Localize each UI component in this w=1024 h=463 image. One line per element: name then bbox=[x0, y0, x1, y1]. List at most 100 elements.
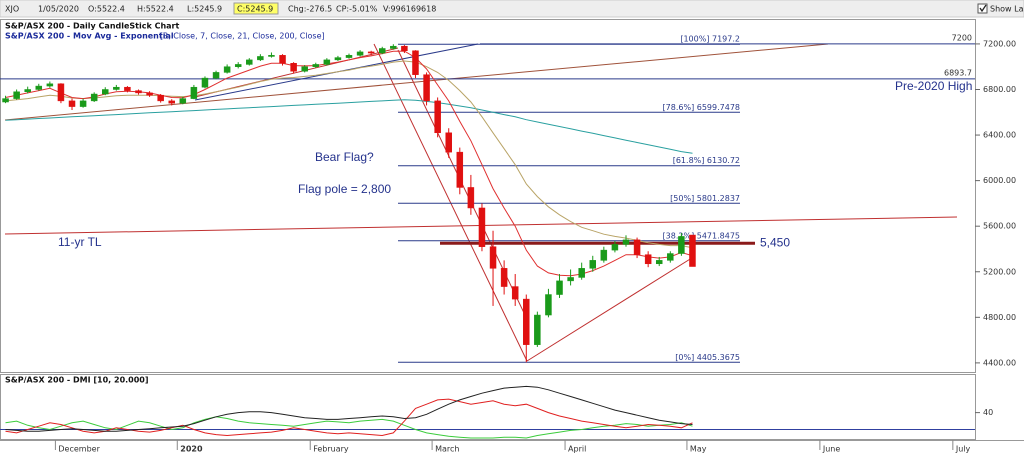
candle-body bbox=[268, 55, 275, 57]
y-tick-label: 7200.00 bbox=[983, 39, 1016, 48]
ma-params: [3, Close, 7, Close, 21, Close, 200, Clo… bbox=[160, 32, 325, 41]
candle-body bbox=[534, 314, 541, 345]
candle-body bbox=[57, 83, 65, 102]
date: 1/05/2020 bbox=[38, 5, 79, 14]
candle-body bbox=[367, 51, 375, 54]
annotation: Bear Flag? bbox=[315, 150, 374, 164]
y-tick-label: 6000.00 bbox=[983, 176, 1016, 185]
x-tick-label: February bbox=[313, 445, 349, 454]
annotation: Flag pole = 2,800 bbox=[298, 182, 391, 196]
price-line-label: 6893.7 bbox=[944, 68, 972, 77]
candle-body bbox=[290, 63, 297, 72]
candle-body bbox=[168, 100, 175, 104]
candle-body bbox=[201, 77, 209, 88]
candle-body bbox=[511, 286, 519, 300]
candle-body bbox=[279, 55, 286, 64]
low: L:5245.9 bbox=[187, 5, 222, 14]
volume: V:996169618 bbox=[383, 5, 436, 14]
fib-label: [100%] 7197.2 bbox=[680, 35, 740, 44]
candle-body bbox=[401, 45, 408, 52]
candle-body bbox=[46, 83, 54, 87]
candle-body bbox=[179, 98, 187, 104]
candle-body bbox=[423, 74, 430, 102]
candle-body bbox=[678, 236, 685, 254]
candle-body bbox=[633, 239, 641, 255]
candle-body bbox=[35, 85, 43, 90]
candle-body bbox=[113, 86, 120, 90]
y-tick-label: 6800.00 bbox=[983, 85, 1016, 94]
y-tick-label: 5200.00 bbox=[983, 267, 1016, 276]
candle-body bbox=[500, 268, 508, 287]
candle-body bbox=[257, 56, 264, 61]
x-tick-label: May bbox=[690, 445, 707, 454]
candle-body bbox=[102, 89, 109, 95]
candle-body bbox=[456, 151, 464, 188]
candle-body bbox=[2, 98, 9, 103]
y-tick-label: 6400.00 bbox=[983, 131, 1016, 140]
x-tick-label: December bbox=[58, 445, 100, 454]
candle-body bbox=[600, 249, 608, 261]
x-tick-label: July bbox=[955, 445, 971, 454]
candle-body bbox=[589, 260, 597, 269]
candle-body bbox=[90, 93, 98, 102]
trendline bbox=[373, 43, 528, 362]
checkmark bbox=[979, 4, 987, 13]
indicator-line bbox=[5, 385, 693, 432]
x-tick-label: June bbox=[822, 445, 841, 454]
annotation: Pre-2020 High bbox=[895, 79, 972, 93]
candle-body bbox=[146, 92, 153, 96]
candle-body bbox=[190, 86, 198, 99]
candle-body bbox=[212, 72, 220, 79]
candle-body bbox=[246, 59, 253, 65]
candle-body bbox=[312, 64, 320, 67]
show-last-checkbox[interactable] bbox=[977, 3, 988, 14]
change: Chg:-276.5 bbox=[288, 5, 332, 14]
candle-body bbox=[13, 91, 20, 99]
indicator-line bbox=[5, 60, 693, 249]
candle-body bbox=[24, 89, 31, 93]
candle-body bbox=[445, 132, 452, 153]
show-last-label[interactable]: Show Last bbox=[990, 5, 1024, 14]
candle-body bbox=[223, 66, 231, 73]
key-level-label: 5,450 bbox=[760, 235, 790, 249]
candle-body bbox=[124, 86, 131, 91]
price-line-label: 7200 bbox=[952, 33, 972, 42]
x-tick-label: 2020 bbox=[180, 445, 203, 454]
trendline bbox=[526, 255, 696, 362]
y-tick-label: 4400.00 bbox=[983, 358, 1016, 367]
dmi-panel bbox=[0, 374, 976, 440]
fib-label: [0%] 4405.3675 bbox=[675, 353, 740, 362]
candle-body bbox=[334, 57, 342, 61]
candle-body bbox=[345, 55, 353, 58]
candle-body bbox=[644, 254, 652, 265]
candle-body bbox=[545, 294, 552, 316]
candle-body bbox=[356, 51, 364, 56]
y-tick-label: 4800.00 bbox=[983, 313, 1016, 322]
indicator-line bbox=[5, 398, 693, 437]
candle-body bbox=[79, 100, 87, 107]
candle-body bbox=[667, 253, 674, 261]
high: H:5522.4 bbox=[137, 5, 174, 14]
y-tick-label: 5600.00 bbox=[983, 222, 1016, 231]
candle-body bbox=[157, 94, 164, 102]
candle-body bbox=[378, 48, 386, 54]
change-percent: CP:-5.01% bbox=[336, 5, 378, 14]
dmi-title: S&P/ASX 200 - DMI [10, 20.000] bbox=[5, 376, 149, 385]
fib-label: [50%] 5801.2837 bbox=[670, 194, 740, 203]
candle-body bbox=[567, 277, 574, 282]
candle-body bbox=[478, 207, 486, 247]
candle-body bbox=[523, 298, 530, 345]
fib-label: [61.8%] 6130.72 bbox=[673, 156, 740, 165]
candle-body bbox=[611, 244, 619, 251]
close: C:5245.9 bbox=[237, 5, 273, 14]
candle-body bbox=[301, 66, 308, 72]
close-highlight bbox=[233, 2, 279, 15]
candle-body bbox=[467, 187, 475, 209]
chart-title: S&P/ASX 200 - Daily CandleStick Chart bbox=[5, 22, 179, 31]
candle-body bbox=[323, 59, 331, 65]
candle-body bbox=[434, 100, 441, 134]
candle-body bbox=[135, 90, 142, 94]
candle-body bbox=[68, 100, 76, 107]
chart-subtitle: S&P/ASX 200 - Mov Avg - Exponential bbox=[5, 32, 174, 41]
indicator-line bbox=[5, 99, 693, 154]
